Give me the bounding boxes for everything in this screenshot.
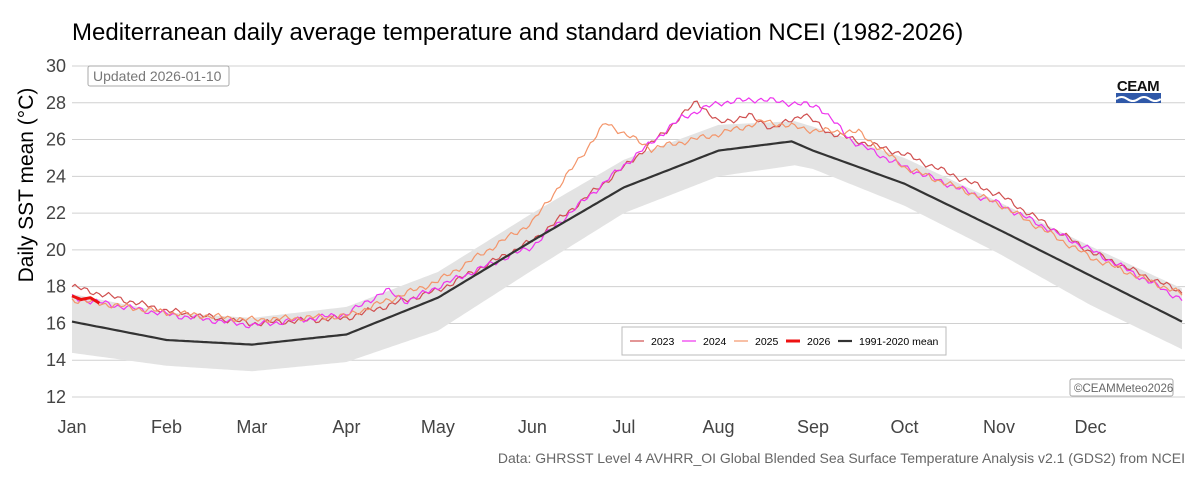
series-line-1991-2020-mean [71,140,1183,346]
legend-label: 2024 [703,336,727,348]
x-tick-label: Apr [332,417,360,437]
y-tick-label: 30 [46,56,66,76]
x-tick-label: Oct [890,417,918,437]
x-tick-label: Dec [1074,417,1106,437]
ceam-logo-wave-line [1115,96,1162,102]
x-tick-label: Aug [702,417,734,437]
x-tick-label: Jul [612,417,635,437]
x-tick-label: Nov [983,417,1015,437]
y-tick-label: 26 [46,130,66,150]
x-tick-label: Jun [518,417,547,437]
ceam-logo-text: CEAM [1117,78,1159,95]
legend-label: 1991-2020 mean [859,336,939,348]
x-tick-label: Mar [236,417,267,437]
updated-label: Updated 2026-01-10 [93,68,222,84]
x-tick-label: Jan [57,417,86,437]
source-label: Data: GHRSST Level 4 AVHRR_OI Global Ble… [498,450,1185,466]
y-tick-label: 24 [46,166,66,186]
series-line-2026 [71,294,101,305]
legend-label: 2023 [651,336,675,348]
legend-label: 2025 [755,336,779,348]
y-tick-label: 20 [46,240,66,260]
y-tick-label: 14 [46,350,66,370]
series-line-2025 [71,119,1183,323]
y-axis-label: Daily SST mean (°C) [15,88,38,283]
x-tick-label: Sep [797,417,829,437]
y-tick-label: 16 [46,313,66,333]
updated-box [87,65,230,87]
y-tick-label: 12 [46,387,66,407]
y-tick-label: 18 [46,277,66,297]
y-tick-label: 22 [46,203,66,223]
legend-box [621,326,947,356]
chart-title: Mediterranean daily average temperature … [72,19,963,46]
copyright-label: ©CEAMMeteo2026 [1074,383,1173,395]
y-tick-label: 28 [46,93,66,113]
copyright-box [1069,378,1174,397]
x-tick-label: May [421,417,455,437]
series-line-2024 [71,97,1183,329]
x-tick-label: Feb [151,417,182,437]
legend-label: 2026 [807,336,831,348]
